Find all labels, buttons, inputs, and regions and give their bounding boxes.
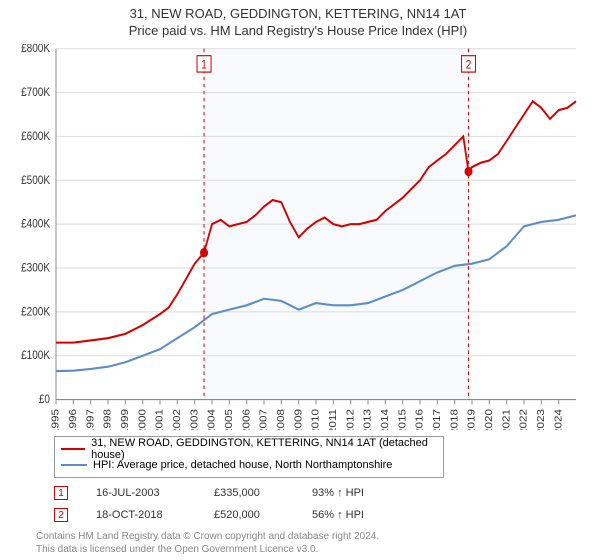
legend-row: 31, NEW ROAD, GEDDINGTON, KETTERING, NN1… (61, 441, 437, 457)
svg-text:2001: 2001 (154, 409, 165, 430)
svg-text:2002: 2002 (172, 409, 183, 430)
titles: 31, NEW ROAD, GEDDINGTON, KETTERING, NN1… (6, 6, 590, 38)
svg-text:£100K: £100K (21, 350, 51, 363)
footer-line-1: Contains HM Land Registry data © Crown c… (36, 530, 590, 543)
svg-text:£0: £0 (39, 393, 50, 406)
event-row: 1 16-JUL-2003 £335,000 93% ↑ HPI (54, 482, 590, 504)
svg-text:£700K: £700K (21, 86, 51, 99)
svg-text:2006: 2006 (241, 409, 252, 430)
legend-row: HPI: Average price, detached house, Nort… (61, 457, 437, 473)
footer: Contains HM Land Registry data © Crown c… (36, 530, 590, 556)
svg-text:£400K: £400K (21, 218, 51, 231)
svg-text:1: 1 (201, 59, 207, 72)
svg-text:1997: 1997 (85, 409, 96, 430)
chart-svg: £0 £100K £200K £300K £400K £500K £600K £700K £80… (6, 44, 590, 430)
svg-text:2019: 2019 (466, 409, 477, 430)
svg-text:2015: 2015 (397, 409, 408, 430)
svg-text:2014: 2014 (380, 409, 391, 430)
svg-text:2003: 2003 (189, 409, 200, 430)
legend-label: 31, NEW ROAD, GEDDINGTON, KETTERING, NN1… (91, 437, 437, 461)
svg-text:2004: 2004 (206, 409, 217, 430)
events-table: 1 16-JUL-2003 £335,000 93% ↑ HPI 2 18-OCT-201… (54, 482, 590, 526)
legend-swatch (61, 448, 85, 450)
chart-title: 31, NEW ROAD, GEDDINGTON, KETTERING, NN1… (6, 6, 590, 21)
svg-text:1995: 1995 (50, 409, 61, 430)
svg-text:2000: 2000 (137, 409, 148, 430)
svg-text:2022: 2022 (518, 409, 529, 430)
chart-area: £0 £100K £200K £300K £400K £500K £600K £700K £80… (6, 44, 590, 430)
footer-line-2: This data is licensed under the Open Gov… (36, 543, 590, 556)
svg-text:2023: 2023 (536, 409, 547, 430)
svg-text:£200K: £200K (21, 306, 51, 319)
svg-text:2017: 2017 (432, 409, 443, 430)
chart-subtitle: Price paid vs. HM Land Registry's House … (6, 23, 590, 38)
event-pct: 93% ↑ HPI (312, 487, 402, 499)
svg-text:£300K: £300K (21, 262, 51, 275)
event-marker: 1 (54, 486, 68, 500)
svg-text:2010: 2010 (310, 409, 321, 430)
event-price: £335,000 (214, 487, 284, 499)
svg-text:£500K: £500K (21, 174, 51, 187)
svg-text:2009: 2009 (293, 409, 304, 430)
svg-text:1996: 1996 (68, 409, 79, 430)
event-marker: 2 (54, 508, 68, 522)
chart-container: 31, NEW ROAD, GEDDINGTON, KETTERING, NN1… (0, 0, 600, 560)
legend-label: HPI: Average price, detached house, Nort… (93, 459, 392, 471)
legend: 31, NEW ROAD, GEDDINGTON, KETTERING, NN1… (54, 436, 444, 478)
event-date: 16-JUL-2003 (96, 487, 186, 499)
svg-text:2011: 2011 (328, 409, 339, 430)
event-row: 2 18-OCT-2018 £520,000 56% ↑ HPI (54, 504, 590, 526)
svg-text:2007: 2007 (258, 409, 269, 430)
svg-text:2021: 2021 (501, 409, 512, 430)
svg-text:2005: 2005 (224, 409, 235, 430)
svg-text:2012: 2012 (345, 409, 356, 430)
svg-text:2: 2 (466, 59, 472, 72)
svg-text:2018: 2018 (449, 409, 460, 430)
legend-swatch (61, 464, 87, 466)
svg-text:£600K: £600K (21, 130, 51, 143)
svg-text:2024: 2024 (553, 409, 564, 430)
svg-text:2008: 2008 (276, 409, 287, 430)
svg-text:£800K: £800K (21, 44, 51, 55)
event-price: £520,000 (214, 509, 284, 521)
event-date: 18-OCT-2018 (96, 509, 186, 521)
svg-text:2013: 2013 (362, 409, 373, 430)
svg-text:2016: 2016 (414, 409, 425, 430)
event-pct: 56% ↑ HPI (312, 509, 402, 521)
svg-text:2020: 2020 (484, 409, 495, 430)
svg-text:1999: 1999 (120, 409, 131, 430)
svg-text:1998: 1998 (102, 409, 113, 430)
